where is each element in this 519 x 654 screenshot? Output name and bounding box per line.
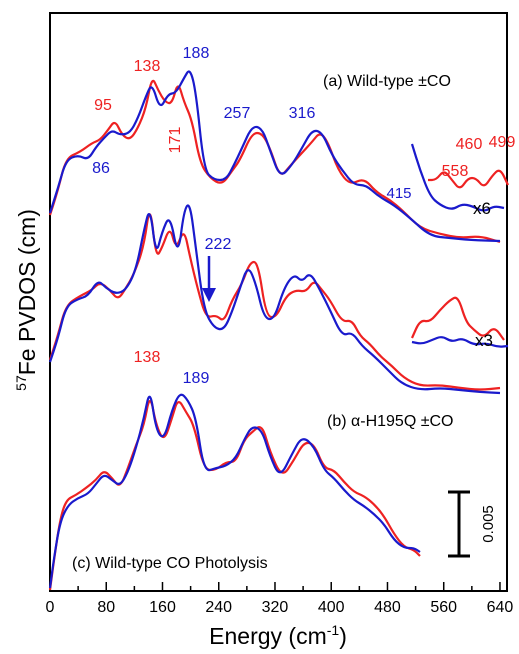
series-b-blue-x3 (411, 336, 509, 348)
panel-a-label: (a) Wild-type ±CO (323, 73, 451, 90)
panel-c-label: (c) Wild-type CO Photolysis (72, 555, 268, 572)
peak-label-138: 138 (134, 58, 161, 75)
series-b-red (48, 213, 501, 391)
arrow-label-222: 222 (205, 236, 232, 253)
peak-label-415: 415 (386, 185, 411, 202)
x-tick-label: 480 (374, 599, 401, 616)
peak-label-189-c: 189 (183, 370, 210, 387)
series-c-blue (48, 393, 421, 589)
panel-b-label: (b) α-H195Q ±CO (327, 413, 454, 430)
peak-label-460: 460 (456, 136, 483, 153)
x-tick-label: 320 (262, 599, 289, 616)
series-a-red (48, 79, 501, 244)
peak-label-138-c: 138 (134, 349, 161, 366)
peak-label-257: 257 (224, 105, 251, 122)
x-tick-label: 400 (318, 599, 345, 616)
plot-frame (49, 12, 508, 592)
x-tick-label: 640 (487, 599, 514, 616)
peak-label-499: 499 (489, 134, 516, 151)
peak-label-95: 95 (94, 97, 112, 114)
peak-label-558: 558 (442, 163, 469, 180)
x-tick-label: 80 (97, 599, 115, 616)
scale-bar-label: 0.005 (480, 505, 497, 543)
x-axis-tick-labels: 0 80 160 240 320 400 480 560 640 (46, 599, 514, 616)
series-a-red-x6 (428, 169, 509, 189)
scale-bar (448, 490, 470, 558)
peak-label-171: 171 (167, 127, 184, 154)
spectra-curves (48, 70, 509, 591)
magnification-x3: x3 (475, 331, 493, 350)
series-b-red-x3 (410, 296, 505, 341)
x-tick-label: 240 (205, 599, 232, 616)
arrow-head-222 (202, 288, 216, 302)
peak-label-316: 316 (289, 105, 316, 122)
x-axis-title: Energy (cm-1) (209, 622, 347, 649)
x-tick-label: 560 (430, 599, 457, 616)
series-a-blue (48, 70, 501, 243)
series-b-blue (48, 204, 501, 395)
peak-label-86: 86 (92, 160, 110, 177)
y-axis-title: 57Fe PVDOS (cm) (13, 209, 40, 391)
peak-label-188: 188 (183, 45, 210, 62)
series-a-blue-x6 (410, 143, 505, 212)
x-axis-ticks (49, 582, 501, 591)
x-tick-label: 0 (46, 599, 55, 616)
magnification-x6: x6 (473, 199, 491, 218)
x-tick-label: 160 (149, 599, 176, 616)
